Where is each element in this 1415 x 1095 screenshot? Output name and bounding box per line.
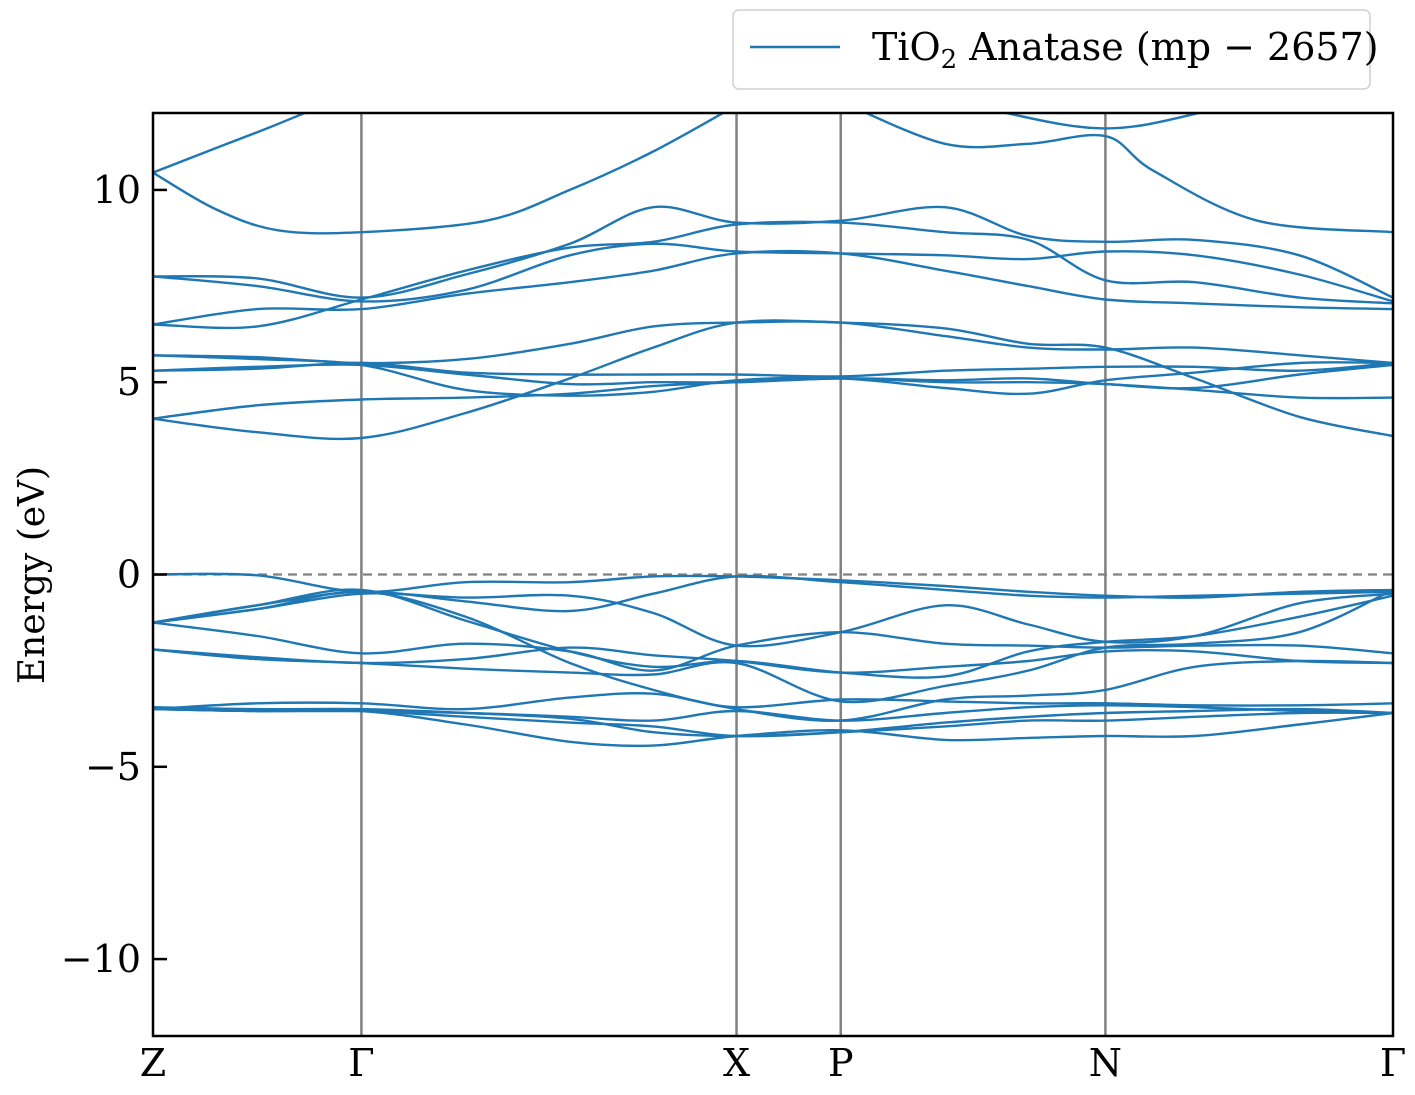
x-tick-label: Γ xyxy=(348,1041,374,1085)
band-line xyxy=(153,220,1393,330)
band-line xyxy=(153,361,1393,378)
band-lines xyxy=(153,113,1393,748)
band-line xyxy=(153,574,1393,624)
band-line xyxy=(153,113,1205,174)
legend-subscript: 2 xyxy=(941,45,958,75)
y-axis-label: Energy (eV) xyxy=(12,466,53,684)
y-axis-ticks: 10 5 0 −5 −10 xyxy=(61,168,167,981)
band-line xyxy=(153,113,726,235)
y-tick-label: 10 xyxy=(93,168,141,212)
band-line xyxy=(153,692,1393,711)
y-tick-label: 5 xyxy=(117,360,141,404)
y-tick-label: 0 xyxy=(117,553,141,597)
band-line xyxy=(153,319,1393,441)
legend: TiO2 Anatase (mp − 2657) xyxy=(732,9,1379,90)
band-line xyxy=(153,588,1393,704)
x-tick-label: P xyxy=(828,1041,854,1085)
y-tick-label: −5 xyxy=(85,745,141,789)
band-line xyxy=(153,250,1393,326)
band-line xyxy=(863,113,1393,234)
band-line xyxy=(153,621,1393,672)
band-line xyxy=(153,377,1393,420)
band-line xyxy=(153,588,1393,679)
legend-suffix: Anatase (mp − 2657) xyxy=(957,25,1378,69)
band-line xyxy=(153,354,1393,397)
band-line xyxy=(153,320,1393,365)
legend-formula: TiO xyxy=(872,25,941,69)
x-tick-label: N xyxy=(1089,1041,1122,1085)
legend-entry: TiO2 Anatase (mp − 2657) xyxy=(872,25,1379,75)
x-tick-label: Γ xyxy=(1380,1041,1406,1085)
band-line xyxy=(153,205,1393,299)
band-line xyxy=(153,242,1393,303)
x-tick-label: X xyxy=(723,1041,750,1085)
legend-box xyxy=(732,9,1371,90)
x-tick-label: Z xyxy=(140,1041,166,1085)
band-line xyxy=(153,590,1393,723)
band-line xyxy=(153,707,1393,738)
y-tick-label: −10 xyxy=(61,937,141,981)
band-line xyxy=(153,704,1393,722)
